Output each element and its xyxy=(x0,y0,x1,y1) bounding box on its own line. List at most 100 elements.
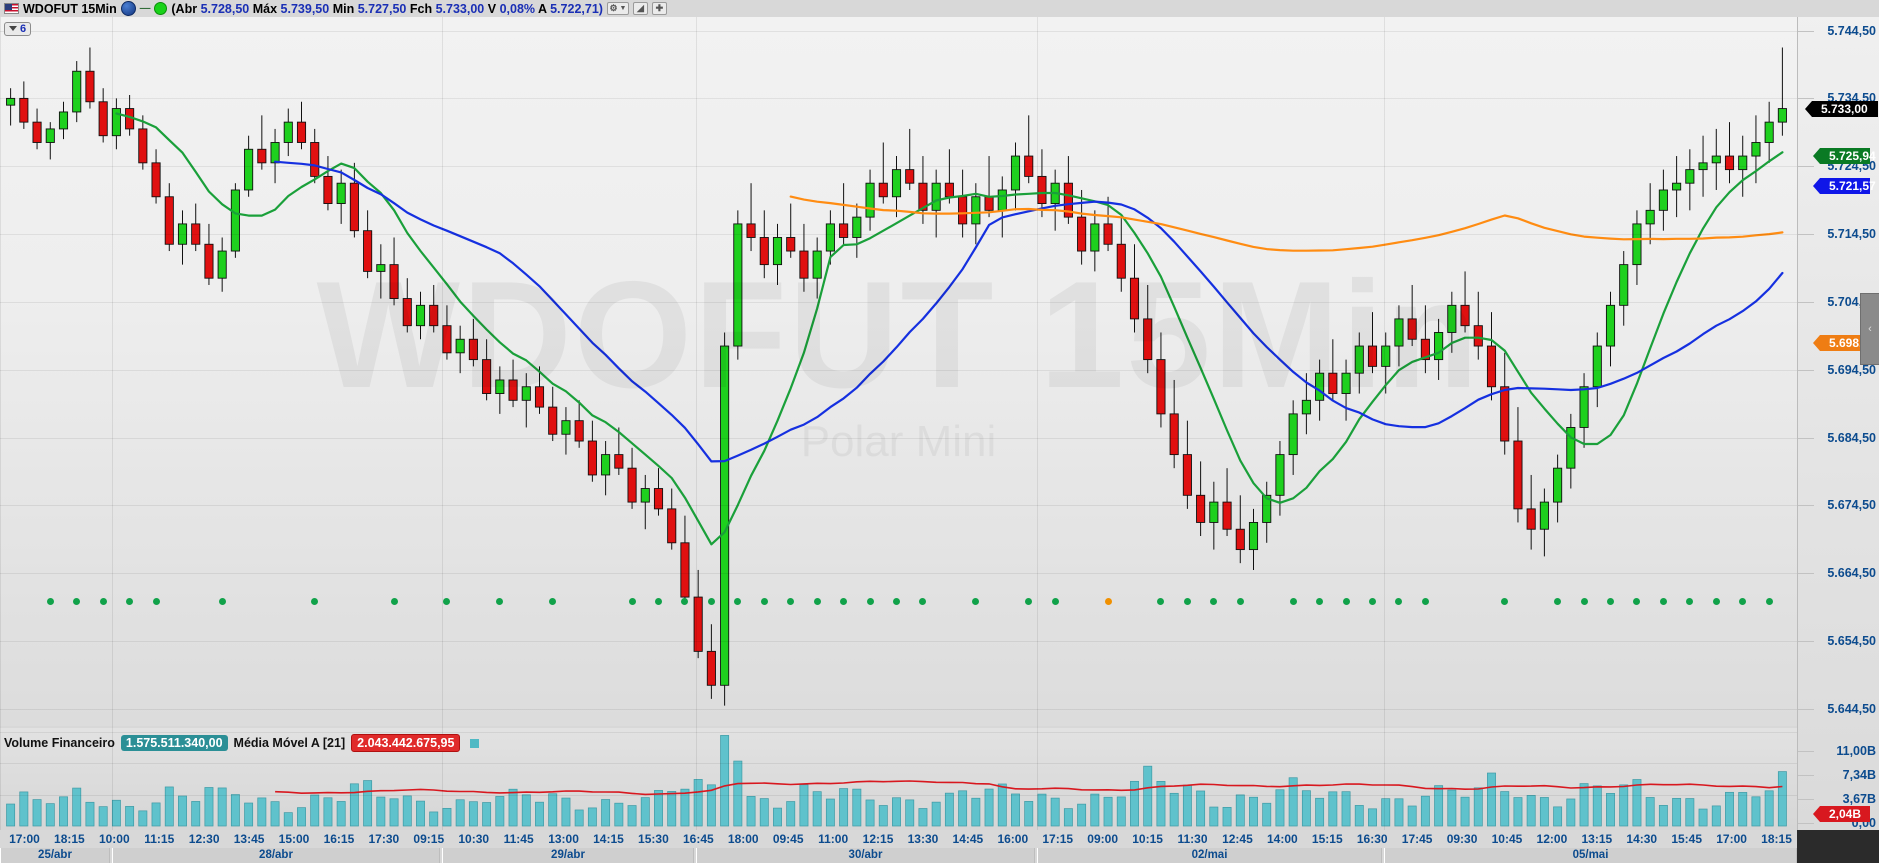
candle-body xyxy=(1169,413,1179,456)
candle-body xyxy=(839,223,849,238)
ohlc-high-value: 5.739,50 xyxy=(280,1,330,16)
candle-body xyxy=(1566,427,1576,469)
volume-axis-label: 3,67B xyxy=(1842,792,1876,806)
signal-dot xyxy=(1369,598,1376,605)
signal-dot xyxy=(1659,598,1667,605)
candle-body xyxy=(389,264,399,299)
signal-dot xyxy=(390,598,398,605)
candle-body xyxy=(534,386,545,408)
date-band[interactable]: 29/abr xyxy=(442,848,694,863)
candle-body xyxy=(230,189,240,252)
candle-body xyxy=(468,338,478,361)
tools-dropdown-button[interactable]: ⚙ ▼ xyxy=(606,2,629,15)
volume-bar xyxy=(297,807,306,827)
price-chart-svg xyxy=(6,47,1787,706)
time-axis-label: 13:30 xyxy=(907,832,939,846)
candle-body xyxy=(865,182,875,218)
volume-bar xyxy=(482,802,492,827)
volume-bar xyxy=(178,795,187,827)
candle-body xyxy=(1420,338,1430,361)
candle-body xyxy=(812,250,822,279)
volume-bar xyxy=(958,790,968,827)
candle-body xyxy=(1182,454,1192,496)
price-gridline xyxy=(0,166,1797,168)
volume-bar xyxy=(1130,780,1139,827)
volume-bar xyxy=(323,797,333,827)
ohlc-open-value: 5.728,50 xyxy=(200,1,250,16)
volume-bar xyxy=(693,779,703,827)
volume-bar xyxy=(1592,785,1602,827)
candle-body xyxy=(6,97,16,106)
signal-dot xyxy=(443,598,451,605)
volume-bar xyxy=(812,791,822,827)
date-band[interactable]: 30/abr xyxy=(696,848,1035,863)
price-axis-tick xyxy=(1798,437,1814,439)
price-gridline xyxy=(0,437,1797,439)
chevron-down-icon xyxy=(9,26,17,31)
volume-bar xyxy=(310,794,320,827)
volume-ma-title: Média Móvel A [21] xyxy=(233,736,346,750)
date-band[interactable]: 05/mai xyxy=(1384,848,1797,863)
volume-axis-tick xyxy=(1798,823,1814,824)
volume-bar xyxy=(759,798,769,827)
candle-body xyxy=(1156,359,1166,415)
signal-dot xyxy=(787,598,795,605)
price-chart-panel[interactable]: WDOFUT 15Min Polar Mini xyxy=(0,0,1797,726)
candle-body xyxy=(415,304,426,327)
time-axis-label: 10:15 xyxy=(1132,832,1163,846)
price-axis[interactable]: 5.744,50 5.734,50 5.724,50 5.714,50 5.704,50… xyxy=(1797,0,1879,830)
time-axis-label: 11:00 xyxy=(818,832,849,846)
volume-bar xyxy=(997,783,1007,827)
account-badge-icon[interactable] xyxy=(120,1,136,16)
candle-body xyxy=(1103,223,1113,245)
candle-body xyxy=(58,111,69,130)
volume-bar xyxy=(799,784,809,827)
add-indicator-button[interactable]: ✚ xyxy=(651,2,667,15)
cursor-button[interactable]: ◢ xyxy=(632,2,648,15)
signal-dot xyxy=(311,598,319,605)
timeframe-dropdown[interactable]: 6 xyxy=(4,21,32,36)
candle-body xyxy=(72,70,82,113)
volume-axis-label: 7,34B xyxy=(1842,768,1876,782)
volume-bar xyxy=(1725,791,1734,827)
moving-average-line xyxy=(115,112,1784,546)
candle-body xyxy=(1209,501,1219,523)
volume-bar xyxy=(429,811,439,827)
minus-icon[interactable]: ─ xyxy=(139,0,151,17)
date-band[interactable]: 28/abr xyxy=(112,848,440,863)
signal-dot xyxy=(893,598,900,605)
candle-body xyxy=(376,264,386,272)
volume-gridline xyxy=(0,794,1797,796)
signal-dot xyxy=(1501,598,1509,605)
date-band[interactable]: 02/mai xyxy=(1037,848,1382,863)
volume-bar xyxy=(244,802,254,827)
volume-bar xyxy=(19,791,29,827)
signal-dot xyxy=(1342,598,1350,605)
candle-body xyxy=(984,196,994,211)
volume-bar xyxy=(918,808,928,827)
volume-chart-svg xyxy=(6,735,1787,827)
symbol-title[interactable]: WDOFUT 15Min xyxy=(23,1,117,16)
signal-dot xyxy=(813,598,821,605)
volume-bar xyxy=(1182,784,1192,827)
signal-dot xyxy=(972,598,980,605)
volume-bar xyxy=(561,797,571,827)
volume-bar xyxy=(1011,793,1020,827)
volume-ma-line xyxy=(275,780,1783,796)
volume-chart-panel[interactable] xyxy=(0,728,1797,830)
volume-bar xyxy=(1288,777,1298,827)
price-axis-tick xyxy=(1798,301,1814,303)
candle-body xyxy=(1328,372,1338,394)
time-axis-label: 13:15 xyxy=(1581,832,1613,846)
candle-body xyxy=(19,97,29,123)
signal-dot xyxy=(1051,598,1059,605)
time-axis[interactable]: 17:00 18:15 10:00 11:15 12:30 13:45 15:00 16:15… xyxy=(0,830,1797,863)
candle-body xyxy=(1632,223,1642,266)
candle-body xyxy=(191,223,201,245)
volume-bar xyxy=(6,803,16,827)
time-axis-label: 14:00 xyxy=(1267,832,1298,846)
signal-dot xyxy=(46,598,54,605)
volume-bar xyxy=(1090,793,1100,827)
price-axis-scroll-handle[interactable]: ‹ xyxy=(1860,293,1879,365)
date-band[interactable]: 25/abr xyxy=(0,848,110,863)
